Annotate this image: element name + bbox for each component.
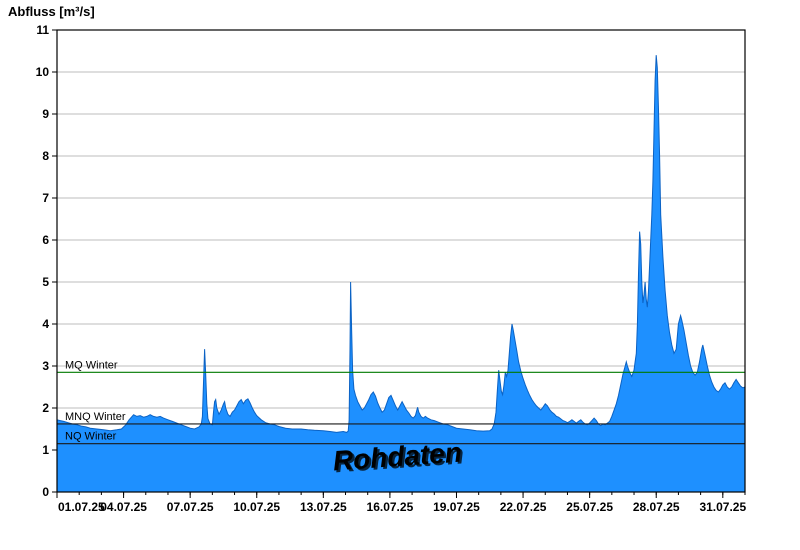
y-tick-label: 5 (42, 275, 49, 289)
y-tick-label: 6 (42, 233, 49, 247)
x-tick-label: 16.07.25 (367, 500, 414, 514)
x-tick-label: 13.07.25 (300, 500, 347, 514)
y-tick-label: 8 (42, 149, 49, 163)
chart-title: Abfluss [m³/s] (8, 4, 95, 19)
y-tick-label: 4 (42, 317, 49, 331)
area-series (56, 55, 746, 492)
y-tick-label: 10 (36, 65, 50, 79)
x-tick-label: 01.07.25 (58, 500, 105, 514)
discharge-line (56, 55, 746, 433)
y-tick-label: 2 (42, 401, 49, 415)
reference-line-label: NQ Winter (65, 431, 117, 443)
x-tick-label: 22.07.25 (500, 500, 547, 514)
plot-border (56, 29, 746, 493)
y-tick-label: 11 (36, 23, 49, 37)
x-tick-label: 25.07.25 (566, 500, 613, 514)
reference-line-label: MQ Winter (65, 359, 118, 371)
reference-lines: MQ Winter MNQ Winter NQ Winter (57, 359, 745, 445)
x-tick-label: 10.07.25 (233, 500, 280, 514)
x-tick-label: 28.07.25 (633, 500, 680, 514)
y-axis: 0 1 2 3 4 5 6 7 8 9 10 11 (36, 23, 57, 499)
y-tick-label: 9 (42, 107, 49, 121)
x-tick-label: 31.07.25 (699, 500, 746, 514)
x-tick-label: 07.07.25 (167, 500, 214, 514)
y-tick-label: 1 (42, 443, 49, 457)
y-tick-label: 3 (42, 359, 49, 373)
y-tick-label: 0 (42, 485, 49, 499)
x-tick-label: 04.07.25 (100, 500, 147, 514)
x-tick-label: 19.07.25 (433, 500, 480, 514)
reference-line-label: MNQ Winter (65, 411, 126, 423)
y-tick-label: 7 (42, 191, 49, 205)
